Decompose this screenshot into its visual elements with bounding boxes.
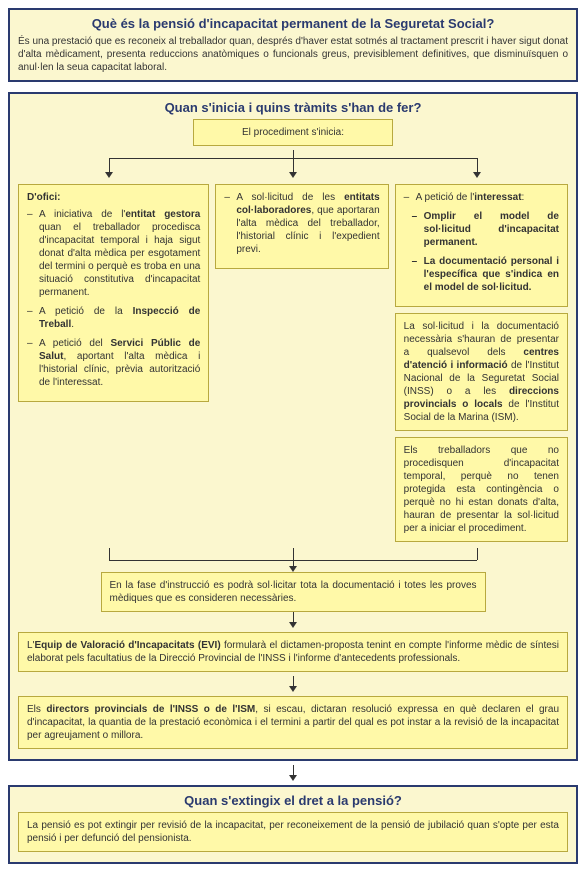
list-item: A petició de la Inspecció de Treball. <box>39 305 200 331</box>
merge2-box: L'Equip de Valoració d'Incapacitats (EVI… <box>18 632 568 672</box>
list-item: A petició del Servici Públic de Salut, a… <box>39 337 200 389</box>
col3-note1: La sol·licitud i la documentació necessà… <box>395 313 568 431</box>
list-item: A iniciativa de l'entitat gestora quan e… <box>39 208 200 299</box>
panel1-body: És una prestació que es reconeix al treb… <box>18 35 568 74</box>
merge1-box: En la fase d'instrucció es podrà sol·lic… <box>101 572 486 612</box>
panel3-body-box: La pensió es pot extingir per revisió de… <box>18 812 568 852</box>
col3-box-main: A petició de l'interessat: Omplir el mod… <box>395 184 568 307</box>
col1-box: D'ofici: A iniciativa de l'entitat gesto… <box>18 184 209 402</box>
panel-definition: Què és la pensió d'incapacitat permanent… <box>8 8 578 82</box>
col1-heading: D'ofici: <box>27 191 200 204</box>
list-item: A petició de l'interessat: <box>416 191 559 204</box>
merge-connector-1 <box>18 548 568 566</box>
list-item: A sol·licitud de les entitats col·labora… <box>236 191 379 256</box>
list-item: La documentació personal i l'específica … <box>424 255 559 294</box>
panel-extinction: Quan s'extingix el dret a la pensió? La … <box>8 785 578 864</box>
panel2-title: Quan s'inicia i quins tràmits s'han de f… <box>18 100 568 115</box>
col3-list: Omplir el model de sol·licitud d'incapac… <box>404 210 559 294</box>
merge3-box: Els directors provincials de l'INSS o de… <box>18 696 568 749</box>
merge-connector-3 <box>18 676 568 692</box>
branch-connector <box>18 150 568 180</box>
panel3-title: Quan s'extingix el dret a la pensió? <box>18 793 568 808</box>
panel-procedure: Quan s'inicia i quins tràmits s'han de f… <box>8 92 578 761</box>
col2-box: A sol·licitud de les entitats col·labora… <box>215 184 388 269</box>
col2-list: A sol·licitud de les entitats col·labora… <box>224 191 379 256</box>
start-box: El procediment s'inicia: <box>193 119 393 146</box>
panel1-title: Què és la pensió d'incapacitat permanent… <box>18 16 568 31</box>
col2: A sol·licitud de les entitats col·labora… <box>215 180 388 275</box>
merge-connector-2 <box>18 612 568 628</box>
panel-connector <box>8 765 578 781</box>
three-columns: D'ofici: A iniciativa de l'entitat gesto… <box>18 180 568 548</box>
col3-note2: Els treballadors que no procedisquen d'i… <box>395 437 568 542</box>
start-box-text: El procediment s'inicia: <box>242 127 344 138</box>
col3: A petició de l'interessat: Omplir el mod… <box>395 180 568 548</box>
list-item: Omplir el model de sol·licitud d'incapac… <box>424 210 559 249</box>
col1-list: A iniciativa de l'entitat gestora quan e… <box>27 208 200 389</box>
col3-intro-list: A petició de l'interessat: <box>404 191 559 204</box>
